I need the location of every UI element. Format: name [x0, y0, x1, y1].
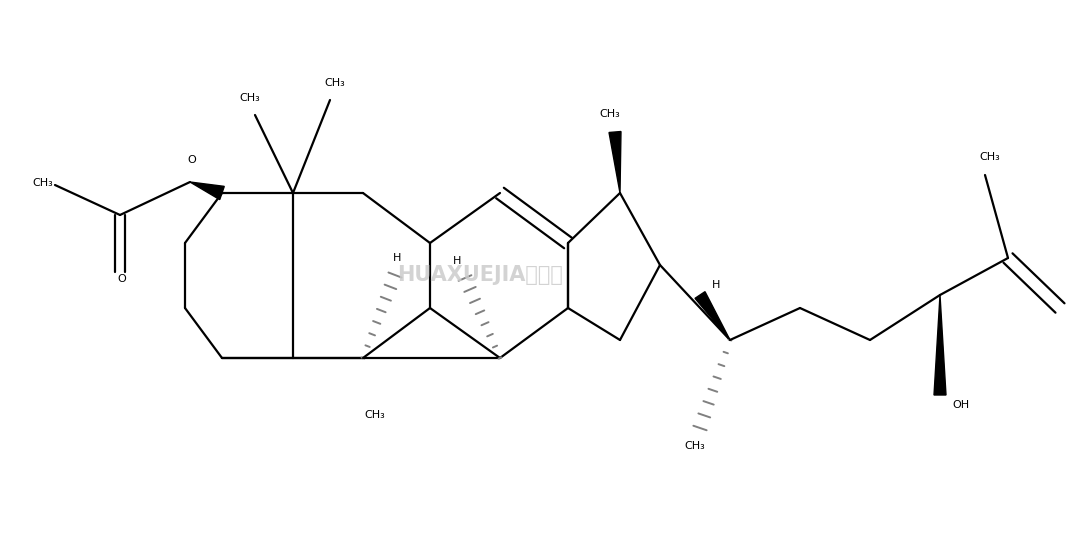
Text: CH₃: CH₃	[324, 78, 345, 88]
Polygon shape	[609, 131, 621, 193]
Text: CH₃: CH₃	[32, 178, 53, 188]
Text: CH₃: CH₃	[685, 441, 705, 451]
Text: OH: OH	[952, 400, 969, 410]
Polygon shape	[190, 182, 224, 200]
Text: CH₃: CH₃	[980, 152, 1000, 162]
Text: O: O	[118, 274, 126, 284]
Text: O: O	[188, 155, 196, 165]
Text: CH₃: CH₃	[599, 109, 620, 119]
Text: H: H	[392, 253, 401, 263]
Text: H: H	[453, 256, 461, 266]
Text: CH₃: CH₃	[239, 93, 261, 103]
Text: HUAXUEJIA化学加: HUAXUEJIA化学加	[397, 265, 563, 285]
Text: CH₃: CH₃	[364, 410, 385, 420]
Polygon shape	[934, 295, 946, 395]
Polygon shape	[695, 292, 730, 340]
Text: H: H	[711, 280, 720, 290]
